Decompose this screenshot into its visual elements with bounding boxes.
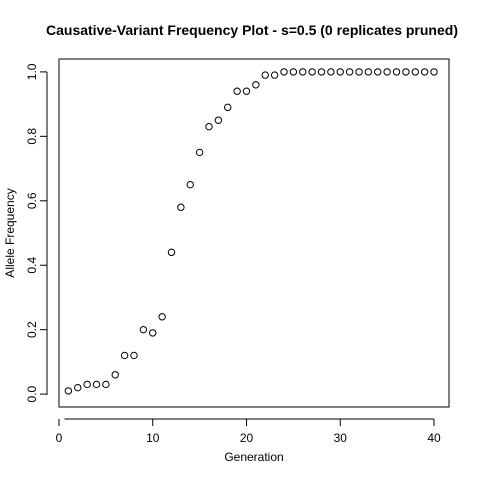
data-point	[327, 68, 335, 76]
data-point	[111, 371, 119, 379]
x-tick-label: 0	[56, 431, 63, 445]
y-tick-label: 0.4	[25, 257, 39, 274]
y-tick-label: 0.8	[25, 128, 39, 145]
data-point	[345, 68, 354, 76]
y-axis-label: Allele Frequency	[3, 188, 17, 277]
data-point	[270, 71, 279, 79]
data-point	[120, 351, 129, 360]
data-point	[252, 81, 260, 89]
data-point	[420, 68, 429, 76]
data-point	[308, 68, 316, 76]
data-point	[289, 68, 298, 76]
data-point	[364, 68, 373, 76]
data-point	[74, 383, 82, 392]
data-point	[205, 122, 213, 131]
data-point	[177, 203, 185, 211]
data-point	[242, 87, 251, 95]
x-axis-label: Generation	[224, 450, 283, 464]
chart-title: Causative-Variant Frequency Plot - s=0.5…	[46, 22, 458, 38]
data-point	[214, 116, 223, 124]
x-tick-label: 30	[334, 431, 348, 445]
y-tick-label: 0.6	[25, 192, 39, 209]
data-point	[392, 68, 401, 76]
y-tick-label: 0.2	[25, 321, 39, 338]
y-tick-label: 0.0	[25, 385, 39, 402]
y-tick-label: 1.0	[25, 63, 39, 80]
data-point	[280, 68, 288, 76]
data-point	[158, 313, 166, 321]
data-point	[336, 68, 344, 76]
data-point	[374, 68, 382, 76]
data-point	[130, 351, 138, 360]
data-point	[430, 68, 438, 76]
data-point	[261, 71, 269, 79]
data-point	[411, 68, 419, 76]
data-point	[139, 325, 148, 334]
data-point	[102, 380, 110, 389]
plot-frame	[58, 58, 450, 408]
data-point	[149, 329, 157, 337]
data-point	[224, 103, 232, 112]
data-point	[64, 387, 73, 395]
data-point	[299, 68, 307, 76]
data-point	[383, 68, 391, 76]
data-point	[186, 180, 194, 189]
y-axis-ticks: 0.0 0.2 0.4 0.6 0.8 1.0	[25, 63, 47, 402]
data-point	[83, 380, 91, 389]
data-point	[92, 380, 101, 389]
data-point	[195, 148, 204, 157]
x-tick-label: 40	[427, 431, 441, 445]
data-point	[317, 68, 326, 76]
data-points	[64, 68, 438, 395]
data-point	[233, 87, 241, 95]
x-tick-label: 10	[146, 431, 160, 445]
data-point	[355, 68, 363, 76]
x-tick-label: 20	[240, 431, 254, 445]
data-point	[167, 248, 176, 257]
x-axis-ticks: 0 10 20 30 40	[56, 419, 441, 445]
data-point	[402, 68, 410, 76]
